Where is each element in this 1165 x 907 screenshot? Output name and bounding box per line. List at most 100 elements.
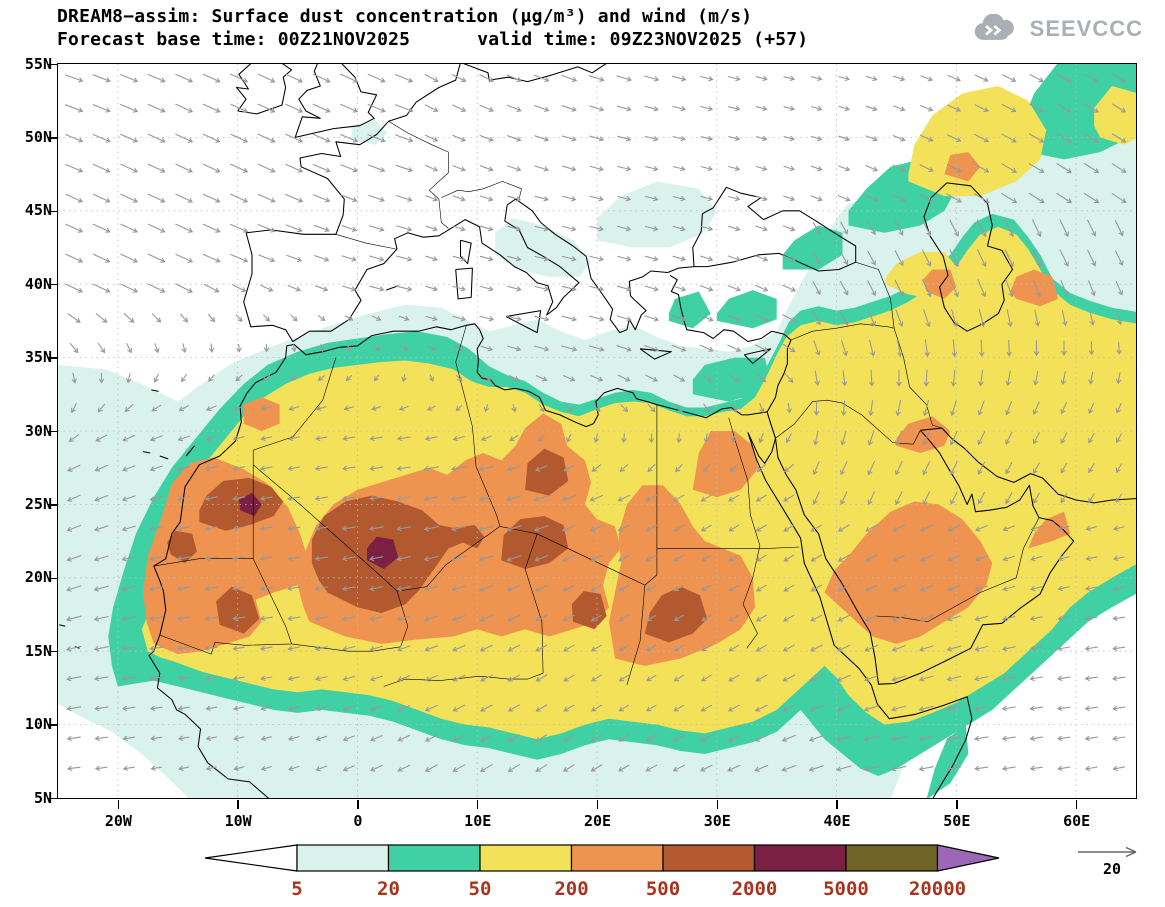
- lat-tick-mark: [48, 210, 57, 213]
- colorbar-segment: [845, 844, 939, 872]
- dust-region: [571, 591, 607, 630]
- dust-region: [692, 431, 759, 498]
- lon-tick-mark: [716, 800, 719, 809]
- lat-tick-label: 35N: [24, 348, 52, 367]
- colorbar-label: 2000: [732, 878, 778, 900]
- dust-region: [926, 724, 969, 798]
- lon-tick-label: 10W: [224, 812, 252, 830]
- dust-region: [311, 495, 485, 613]
- lat-tick-mark: [48, 504, 57, 506]
- forecast-base-time: Forecast base time: 00Z21NOV2025: [57, 29, 411, 50]
- dust-region: [238, 492, 262, 517]
- lat-tick-label: 55N: [24, 54, 52, 73]
- lon-tick-label: 20W: [104, 812, 132, 830]
- dust-region: [597, 181, 717, 248]
- map-graticule: [58, 64, 1136, 798]
- colorbar-segment: [479, 844, 573, 872]
- valid-time: valid time: 09Z23NOV2025 (+57): [477, 29, 809, 50]
- seevccc-logo: SEEVCCC: [969, 14, 1143, 44]
- lat-tick-label: 30N: [24, 421, 52, 440]
- lat-tick-mark: [48, 357, 57, 359]
- dust-region: [944, 152, 981, 182]
- logo-text: SEEVCCC: [1029, 16, 1143, 41]
- colorbar-label: 20: [377, 878, 400, 900]
- lat-tick-label: 15N: [24, 641, 52, 660]
- colorbar-segment: [387, 844, 481, 872]
- lon-tick-mark: [357, 800, 359, 809]
- lat-tick-label: 40N: [24, 274, 52, 293]
- lat-tick-mark: [48, 283, 57, 286]
- lat-tick-mark: [48, 577, 57, 580]
- lat-tick-label: 10N: [24, 715, 52, 734]
- colorbar-label: 20000: [909, 878, 966, 900]
- lon-tick-label: 60E: [1063, 812, 1091, 830]
- colorbar-label: 200: [554, 878, 588, 900]
- lon-tick-label: 20E: [583, 812, 612, 830]
- dust-region: [922, 269, 957, 299]
- dust-region: [692, 357, 771, 402]
- colorbar-segment: [662, 844, 756, 872]
- colorbar-label: 5000: [823, 878, 869, 900]
- lat-tick-mark: [48, 430, 57, 433]
- dust-region: [495, 218, 591, 277]
- lat-tick-mark: [48, 63, 57, 66]
- lat-tick-label: 45N: [24, 201, 52, 220]
- lat-tick-mark: [48, 724, 57, 726]
- lon-tick-mark: [956, 800, 958, 809]
- lat-tick-label: 50N: [24, 127, 52, 146]
- dust-region: [216, 586, 260, 634]
- lat-tick-label: 5N: [33, 788, 52, 807]
- dust-region: [167, 530, 197, 564]
- lon-tick-label: 0: [353, 812, 363, 830]
- legend: 5 20 50 200 500 2000 5000 20000: [199, 839, 1039, 907]
- dust-region: [716, 290, 777, 329]
- lat-tick-mark: [48, 797, 57, 800]
- dust-region: [501, 516, 569, 569]
- dust-region: [824, 501, 993, 644]
- lat-tick-label: 25N: [24, 494, 52, 513]
- dust-region: [782, 225, 843, 270]
- colorbar-label: 50: [469, 878, 492, 900]
- map-frame: [57, 63, 1137, 799]
- dust-region: [1094, 86, 1136, 145]
- colorbar-arrow-left: [204, 844, 298, 872]
- wind-reference-label: 20: [1102, 860, 1122, 878]
- cloud-icon: [974, 14, 1014, 40]
- lon-tick-mark: [117, 800, 120, 809]
- dust-region: [908, 86, 1047, 197]
- dust-region: [644, 586, 708, 643]
- wind-reference-arrow: [1078, 846, 1137, 858]
- colorbar: 5 20 50 200 500 2000 5000 20000: [204, 844, 1000, 900]
- lon-tick-label: 50E: [943, 812, 971, 830]
- nile-river: [728, 417, 761, 649]
- wind-arrows: [64, 73, 1127, 772]
- dust-region: [609, 485, 756, 666]
- colorbar-label: 500: [646, 878, 680, 900]
- lon-tick-mark: [836, 800, 838, 809]
- lat-tick-label: 20N: [24, 568, 52, 587]
- lon-tick-mark: [476, 800, 479, 809]
- dust-region: [243, 397, 280, 431]
- lon-tick-mark: [1075, 800, 1078, 809]
- lon-tick-label: 10E: [464, 812, 492, 830]
- dust-region: [1010, 269, 1059, 307]
- dust-region: [668, 291, 711, 329]
- chart-subtitle: Forecast base time: 00Z21NOV2025 valid t…: [57, 29, 808, 50]
- colorbar-segment: [570, 844, 664, 872]
- map-canvas: [58, 64, 1136, 798]
- lon-tick-label: 40E: [823, 812, 851, 830]
- lon-tick-mark: [237, 800, 239, 809]
- lat-tick-mark: [48, 650, 57, 653]
- colorbar-arrow-right: [936, 844, 1000, 872]
- wind-reference: 20: [1072, 839, 1152, 878]
- dust-region: [1028, 511, 1071, 549]
- colorbar-segment: [296, 844, 390, 872]
- colorbar-segment: [753, 844, 847, 872]
- lat-tick-mark: [48, 137, 57, 139]
- lon-tick-label: 30E: [703, 812, 731, 830]
- dust-region: [367, 536, 399, 569]
- dust-region: [525, 448, 569, 496]
- chart-title: DREAM8−assim: Surface dust concentration…: [57, 6, 753, 27]
- lon-tick-mark: [596, 800, 599, 809]
- colorbar-label: 5: [291, 878, 302, 900]
